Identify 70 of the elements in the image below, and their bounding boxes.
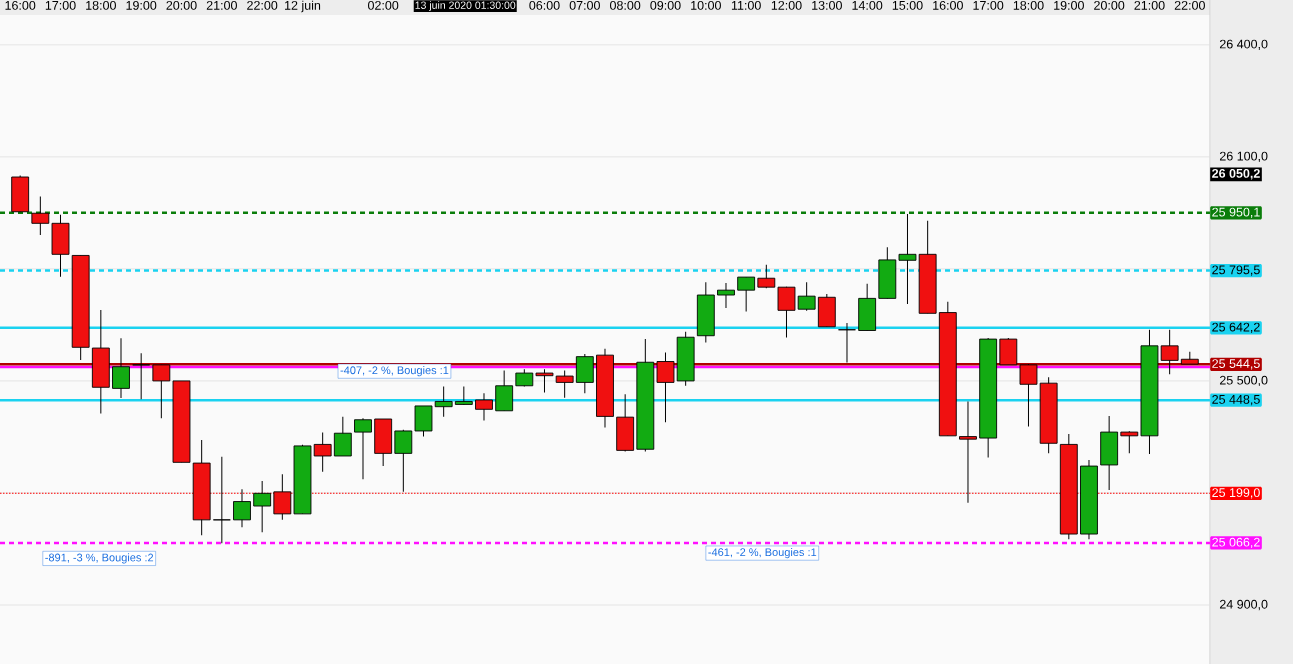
candlestick <box>1120 430 1139 454</box>
candlestick <box>152 364 171 419</box>
candlestick <box>313 431 332 473</box>
y-tick-label: 26 100,0 <box>1219 151 1268 163</box>
candlestick <box>797 281 816 312</box>
annotation: -891, -3 %, Bougies :2 <box>45 553 154 564</box>
ref-line-label: 25 448,5 <box>1212 395 1260 406</box>
candlestick <box>898 213 917 305</box>
candlestick <box>1019 363 1038 427</box>
text: 26 050,2 <box>1212 168 1260 180</box>
x-tick-label: 13:00 <box>812 0 842 10</box>
x-tick-label: 21:00 <box>1134 0 1165 10</box>
ref-line-label: 25 066,2 <box>1212 537 1260 549</box>
candlestick <box>31 195 50 236</box>
candlestick <box>273 473 292 521</box>
candlestick <box>333 416 352 457</box>
x-tick-label: 08:00 <box>610 0 641 10</box>
x-tick-label: 14:00 <box>852 0 883 10</box>
candlestick <box>253 480 272 533</box>
x-tick-label: 22:00 <box>1174 0 1205 10</box>
candlestick <box>838 322 856 364</box>
y-tick-label: 24 900,0 <box>1219 599 1268 611</box>
candlestick <box>959 400 977 504</box>
candlestick <box>656 352 675 423</box>
candlestick <box>717 282 735 309</box>
x-tick-label: 12:00 <box>771 0 802 10</box>
candlestick <box>535 368 554 393</box>
candlestick <box>475 392 493 422</box>
ref-line-label: 25 642,2 <box>1212 322 1260 333</box>
candlestick <box>555 369 574 399</box>
x-tick-label: 09:00 <box>650 0 681 10</box>
x-tick-label: 06:00 <box>529 0 560 10</box>
x-tick-label: 17:00 <box>45 0 76 10</box>
candlestick <box>132 352 151 400</box>
x-tick-label: 18:00 <box>86 0 116 10</box>
candlestick <box>354 417 372 480</box>
candlestick <box>394 429 413 493</box>
x-tick-label: 19:00 <box>126 0 157 10</box>
ref-line-label: 25 950,1 <box>1212 207 1260 218</box>
x-tick-label: 07:00 <box>569 0 600 10</box>
x-tick-label: 21:00 <box>206 0 237 10</box>
x-tick-label: 10:00 <box>691 0 721 10</box>
candlestick <box>777 286 796 339</box>
x-tick-label: 20:00 <box>1094 0 1125 10</box>
x-tick-label: 20:00 <box>166 0 197 10</box>
x-tick-label: 16:00 <box>933 0 963 10</box>
candlestick <box>737 276 756 312</box>
candlestick <box>112 337 130 399</box>
x-tick-label: 15:00 <box>892 0 923 10</box>
ref-line-label: 25 199,0 <box>1212 488 1260 499</box>
annotation: -461, -2 %, Bougies :1 <box>708 547 817 559</box>
x-tick-label: 16:00 <box>5 0 36 10</box>
x-tick-label: 02:00 <box>368 0 399 10</box>
ref-line-label: 25 544,5 <box>1212 359 1260 370</box>
annotation: 13 juin 2020 01:30:00 <box>415 1 516 11</box>
y-tick-label: 26 400,0 <box>1219 39 1268 50</box>
candlestick <box>434 386 453 418</box>
candlestick <box>233 488 251 528</box>
y-tick-label: 25 500,0 <box>1219 375 1268 387</box>
ref-line-label: 25 795,5 <box>1212 265 1260 276</box>
annotation: -407, -2 %, Bougies :1 <box>340 366 449 377</box>
x-tick-label: 19:00 <box>1054 0 1084 10</box>
candlestick <box>1160 329 1179 375</box>
x-tick-label: 17:00 <box>973 0 1004 10</box>
x-tick-label: 12 juin <box>285 0 321 13</box>
candlestick <box>212 456 231 544</box>
candlestick <box>454 386 473 406</box>
x-tick-label: 22:00 <box>247 0 278 10</box>
x-tick-label: 11:00 <box>731 0 761 10</box>
x-tick-label: 18:00 <box>1013 0 1044 10</box>
